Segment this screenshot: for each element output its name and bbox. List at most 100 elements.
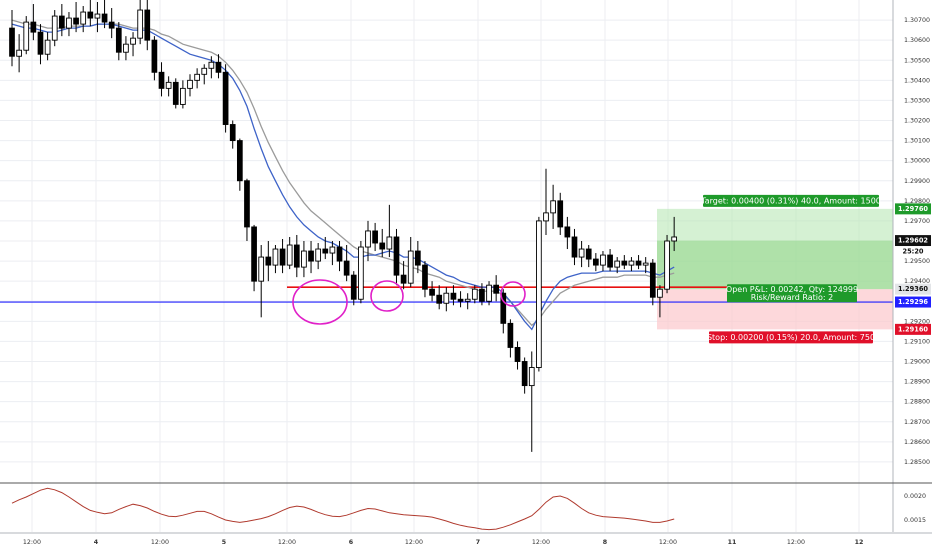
candle-down bbox=[450, 292, 457, 300]
price-tick-label: 1.30000 bbox=[904, 158, 930, 165]
candle-up bbox=[66, 17, 72, 29]
candle-down bbox=[414, 250, 421, 266]
time-tick-label: 6 bbox=[349, 539, 354, 546]
candle-down bbox=[251, 226, 257, 282]
time-tick-label: 12:00 bbox=[659, 539, 677, 546]
candle-down bbox=[372, 230, 378, 244]
candle-down bbox=[37, 31, 44, 55]
candle-down bbox=[158, 71, 165, 89]
price-tick-label: 1.30500 bbox=[904, 57, 930, 64]
candle-down bbox=[649, 262, 656, 298]
candle-up bbox=[528, 367, 535, 387]
candle-down bbox=[87, 11, 94, 19]
price-tick-label: 1.29900 bbox=[904, 178, 930, 185]
candle-down bbox=[521, 361, 528, 387]
candle-down bbox=[293, 244, 300, 268]
ema-fast-line bbox=[11, 23, 675, 331]
candle-down bbox=[73, 17, 79, 25]
candle-up bbox=[123, 43, 129, 53]
candle-down bbox=[571, 236, 578, 258]
target-price-label: 1.29760 bbox=[898, 205, 928, 213]
time-tick-label: 7 bbox=[476, 539, 480, 546]
entry-price-label-bg bbox=[895, 283, 931, 295]
candle-down bbox=[172, 81, 179, 105]
annotation-circle bbox=[500, 281, 526, 307]
candle-up bbox=[315, 248, 322, 262]
candle-up bbox=[301, 250, 307, 268]
candle-down bbox=[101, 13, 108, 23]
candle-down bbox=[500, 292, 507, 324]
candle-down bbox=[336, 246, 343, 262]
open-profit-zone bbox=[657, 240, 893, 290]
candle-up bbox=[443, 292, 450, 304]
candle-up bbox=[664, 240, 670, 290]
candle-down bbox=[507, 322, 514, 348]
risk-reward-label: Risk/Reward Ratio: 2 bbox=[751, 293, 833, 302]
candle-down bbox=[429, 288, 435, 296]
candle-up bbox=[464, 298, 471, 302]
candle-up bbox=[272, 248, 279, 266]
candle-up bbox=[187, 79, 193, 89]
candle-up bbox=[80, 11, 87, 25]
oscillator-tick-label: 0.0020 bbox=[904, 493, 926, 500]
candle-up bbox=[471, 288, 478, 300]
candle-up bbox=[137, 9, 144, 39]
candle-down bbox=[151, 39, 158, 73]
price-tick-label: 1.30200 bbox=[904, 118, 930, 125]
candle-down bbox=[514, 346, 521, 362]
candle-up bbox=[358, 246, 364, 300]
candle-down bbox=[557, 200, 564, 228]
time-tick-label: 12 bbox=[855, 539, 864, 546]
candle-down bbox=[9, 27, 15, 57]
candle-up bbox=[671, 236, 678, 242]
candle-up bbox=[165, 81, 172, 89]
candle-up bbox=[94, 13, 101, 19]
candle-down bbox=[479, 288, 485, 302]
candle-up bbox=[194, 73, 200, 81]
price-tick-label: 1.29800 bbox=[904, 198, 930, 205]
time-tick-label: 8 bbox=[603, 539, 607, 546]
price-tick-label: 1.29000 bbox=[904, 359, 930, 366]
candle-up bbox=[578, 248, 585, 258]
target-label-bg bbox=[703, 194, 879, 207]
candle-down bbox=[236, 140, 243, 182]
candle-down bbox=[30, 21, 37, 33]
oscillator-tick-label: 0.0015 bbox=[904, 517, 926, 524]
price-tick-label: 1.30700 bbox=[904, 17, 930, 24]
candle-down bbox=[222, 71, 229, 125]
candle-down bbox=[393, 236, 400, 276]
candle-up bbox=[628, 260, 635, 266]
price-tick-label: 1.28500 bbox=[904, 459, 930, 466]
candle-down bbox=[343, 260, 350, 276]
candle-down bbox=[229, 124, 236, 142]
candle-up bbox=[407, 250, 414, 284]
candle-up bbox=[130, 37, 136, 45]
time-tick-label: 12:00 bbox=[278, 539, 296, 546]
price-tick-label: 1.28700 bbox=[904, 419, 930, 426]
candle-down bbox=[58, 15, 65, 29]
stop-label-bg bbox=[709, 331, 873, 344]
price-tick-label: 1.30400 bbox=[904, 77, 930, 84]
price-tick-label: 1.29400 bbox=[904, 278, 930, 285]
stop-price-label: 1.29160 bbox=[898, 325, 928, 333]
pnl-box bbox=[727, 284, 857, 303]
candle-up bbox=[543, 212, 549, 222]
candle-down bbox=[308, 250, 314, 262]
target-price-label-bg bbox=[895, 203, 931, 215]
time-tick-label: 12:00 bbox=[405, 539, 423, 546]
stop-price-label-bg bbox=[895, 323, 931, 335]
candle-up bbox=[657, 288, 663, 298]
candle-down bbox=[379, 242, 386, 250]
candle-down bbox=[422, 264, 428, 290]
candle-down bbox=[457, 298, 464, 302]
candle-down bbox=[265, 256, 272, 266]
time-tick-label: 11 bbox=[728, 539, 737, 546]
candle-down bbox=[564, 226, 571, 238]
candle-down bbox=[493, 284, 500, 294]
price-tick-label: 1.28900 bbox=[904, 379, 930, 386]
candle-up bbox=[614, 260, 621, 268]
candle-down bbox=[279, 248, 286, 266]
price-tick-label: 1.29200 bbox=[904, 318, 930, 325]
current-price-label-bg bbox=[895, 235, 931, 247]
bar-countdown-label-bg bbox=[895, 246, 931, 258]
